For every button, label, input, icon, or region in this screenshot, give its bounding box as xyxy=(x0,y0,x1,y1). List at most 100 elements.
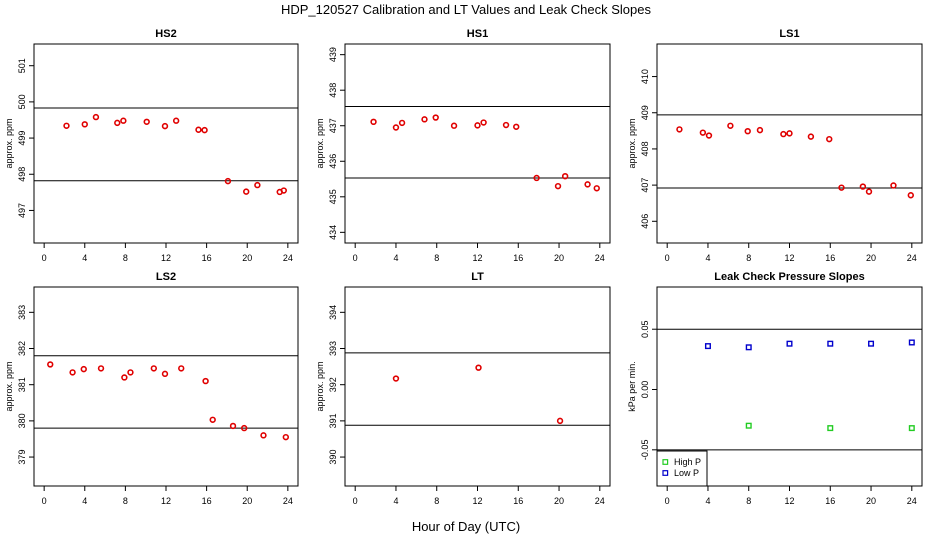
data-point xyxy=(865,188,873,195)
x-tick-label: 0 xyxy=(353,496,358,506)
data-point xyxy=(556,417,564,425)
data-point xyxy=(280,187,287,194)
data-point xyxy=(392,375,400,382)
y-tick-label: 379 xyxy=(17,450,27,465)
legend-entry: Low P xyxy=(674,468,699,478)
data-point xyxy=(161,370,169,378)
y-axis-label: approx. ppm xyxy=(627,118,637,168)
data-point xyxy=(97,365,105,372)
data-point xyxy=(69,369,76,376)
data-point xyxy=(513,123,520,130)
y-tick-label: 0.05 xyxy=(640,320,650,338)
y-tick-label: 435 xyxy=(328,189,338,204)
y-tick-label: 383 xyxy=(17,305,27,320)
data-point xyxy=(201,126,208,134)
x-tick-label: 8 xyxy=(434,496,439,506)
data-point xyxy=(143,118,150,125)
data-point xyxy=(705,132,713,139)
x-tick-label: 12 xyxy=(784,253,794,263)
x-tick-label: 0 xyxy=(353,253,358,263)
data-point xyxy=(421,116,428,123)
x-tick-label: 12 xyxy=(472,496,482,506)
y-tick-label: 380 xyxy=(17,413,27,428)
data-point xyxy=(63,122,70,129)
data-point xyxy=(240,424,248,432)
data-point xyxy=(704,343,711,350)
y-tick-label: 410 xyxy=(640,69,650,84)
data-point xyxy=(120,117,127,124)
y-tick-label: 393 xyxy=(328,341,338,356)
data-point xyxy=(868,340,875,347)
data-point xyxy=(502,121,510,129)
y-tick-label: 497 xyxy=(17,203,27,218)
y-tick-label: 437 xyxy=(328,118,338,133)
data-point xyxy=(114,119,121,127)
data-point xyxy=(260,432,267,439)
plot-frame xyxy=(33,43,299,244)
y-tick-label: 394 xyxy=(328,305,338,320)
x-tick-label: 16 xyxy=(513,496,523,506)
data-point xyxy=(593,185,600,192)
y-tick-label: 408 xyxy=(640,141,650,156)
data-point xyxy=(859,183,867,190)
y-tick-label: 407 xyxy=(640,178,650,193)
data-point xyxy=(786,340,793,347)
panel-hs1: HS1 approx. ppm 0 4 8 12 16 20 24 434 435 436 437 438… xyxy=(315,28,611,263)
x-tick-label: 20 xyxy=(242,253,252,263)
data-point xyxy=(450,122,458,129)
panel-title: LS1 xyxy=(779,28,799,40)
x-tick-label: 20 xyxy=(866,496,876,506)
data-point xyxy=(561,172,569,180)
panel-title: LT xyxy=(471,271,484,283)
y-axis-label: kPa per min. xyxy=(627,361,637,412)
data-point xyxy=(178,365,185,372)
data-point xyxy=(282,433,290,441)
x-tick-label: 24 xyxy=(595,253,605,263)
data-point xyxy=(224,177,232,185)
data-point xyxy=(756,126,764,134)
panel-title: HS2 xyxy=(155,28,176,40)
legend-marker xyxy=(662,470,669,476)
x-tick-label: 8 xyxy=(123,496,128,506)
x-tick-label: 16 xyxy=(513,253,523,263)
data-point xyxy=(584,181,591,188)
x-tick-label: 24 xyxy=(595,496,605,506)
x-tick-label: 20 xyxy=(242,496,252,506)
y-tick-label: 500 xyxy=(17,94,27,109)
y-tick-label: 382 xyxy=(17,341,27,356)
y-tick-label: -0.05 xyxy=(640,440,650,461)
x-tick-label: 8 xyxy=(746,253,751,263)
y-tick-label: 499 xyxy=(17,131,27,146)
data-point xyxy=(92,113,100,121)
data-point xyxy=(254,181,261,189)
data-point xyxy=(908,339,915,346)
data-point xyxy=(474,122,481,129)
y-tick-label: 381 xyxy=(17,377,27,392)
data-point xyxy=(475,364,482,371)
x-tick-label: 12 xyxy=(784,496,794,506)
panel-lt: LT approx. ppm 0 4 8 12 16 20 24 390 391 392 393 394 xyxy=(315,271,611,506)
data-point xyxy=(127,369,134,376)
panel-leak: Leak Check Pressure Slopes kPa per min. 0 4… xyxy=(627,271,923,506)
data-point xyxy=(195,126,202,133)
legend-entry: High P xyxy=(674,457,701,467)
x-tick-label: 20 xyxy=(554,253,564,263)
x-tick-label: 0 xyxy=(42,496,47,506)
y-tick-label: 391 xyxy=(328,413,338,428)
x-tick-label: 20 xyxy=(554,496,564,506)
y-axis-label: approx. ppm xyxy=(315,361,325,411)
x-tick-label: 16 xyxy=(825,253,835,263)
y-tick-label: 0.00 xyxy=(640,381,650,399)
data-point xyxy=(807,133,815,140)
x-tick-label: 24 xyxy=(283,496,293,506)
data-point xyxy=(908,425,915,432)
x-tick-label: 0 xyxy=(665,253,670,263)
x-tick-label: 16 xyxy=(825,496,835,506)
x-tick-label: 24 xyxy=(907,253,917,263)
x-tick-label: 12 xyxy=(472,253,482,263)
x-tick-label: 4 xyxy=(82,253,87,263)
y-tick-label: 392 xyxy=(328,377,338,392)
x-tick-label: 4 xyxy=(705,253,710,263)
chart-panels: HS2 approx. ppm 0 4 8 12 16 20 24 497 498 499 500 501… xyxy=(4,28,923,506)
y-axis-label: approx. ppm xyxy=(4,361,14,411)
